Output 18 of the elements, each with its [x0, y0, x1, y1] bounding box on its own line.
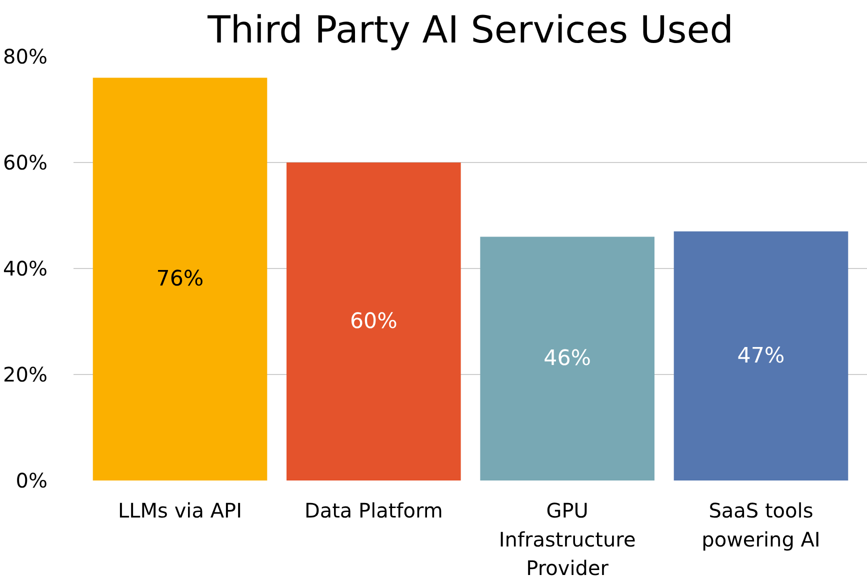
x-tick-label: GPU Infrastructure Provider	[498, 498, 636, 580]
y-tick-label: 60%	[3, 150, 48, 174]
data-label: 76%	[156, 266, 204, 292]
y-tick-label: 80%	[3, 44, 48, 68]
bar	[480, 236, 654, 480]
chart-title: Third Party AI Services Used	[206, 8, 734, 52]
y-tick-label: 40%	[3, 256, 48, 280]
x-tick-label: LLMs via API	[118, 498, 242, 522]
x-tick-label: SaaS tools powering AI	[702, 498, 820, 552]
y-tick-label: 20%	[3, 362, 48, 386]
y-tick-label: 0%	[16, 468, 48, 492]
data-label: 47%	[737, 343, 785, 368]
bar	[92, 78, 268, 480]
bar	[674, 231, 848, 480]
bar	[286, 162, 461, 480]
data-label: 60%	[350, 309, 398, 334]
x-tick-label: Data Platform	[304, 498, 443, 522]
data-label: 46%	[544, 346, 592, 372]
